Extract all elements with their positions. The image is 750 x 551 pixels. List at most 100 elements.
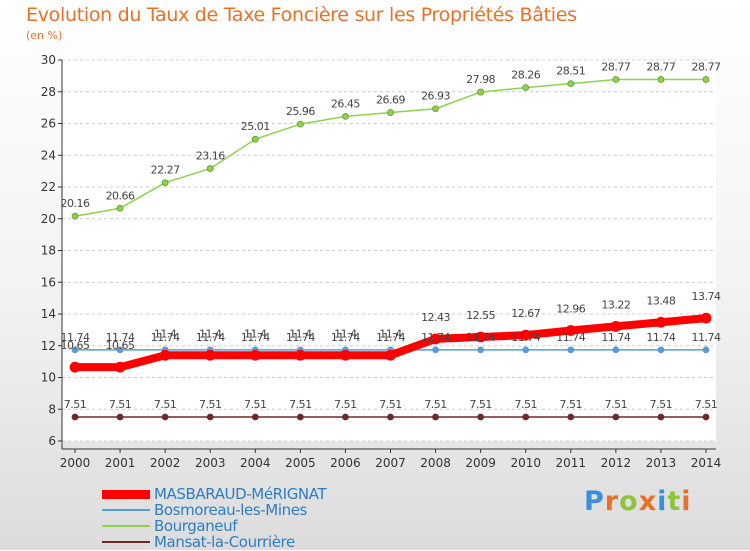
data-label: 11.4	[334, 327, 357, 340]
data-point	[432, 346, 439, 354]
y-tick-label: 14	[41, 307, 56, 321]
data-point	[565, 325, 577, 336]
data-label: 7.51	[469, 398, 492, 411]
logo-letter: P	[584, 486, 605, 517]
y-tick-label: 30	[41, 53, 56, 67]
data-label: 11.74	[646, 331, 675, 344]
data-point	[116, 204, 124, 212]
data-label: 27.98	[466, 73, 495, 86]
data-label: 11.74	[466, 331, 495, 344]
data-point	[206, 165, 214, 172]
data-point	[610, 320, 622, 332]
data-point	[520, 329, 532, 341]
data-label: 11.74	[692, 331, 721, 344]
data-label: 11.4	[289, 327, 312, 340]
data-label: 23.16	[196, 150, 225, 163]
data-point	[296, 413, 304, 421]
data-point	[567, 346, 575, 354]
logo-letter: t	[667, 486, 682, 517]
y-axis-unit-label: (en %)	[26, 29, 63, 42]
y-tick-label: 24	[41, 148, 56, 162]
data-label: 28.51	[556, 65, 585, 78]
y-tick-label: 18	[41, 244, 56, 258]
logo-letter: r	[604, 486, 620, 517]
y-tick-label: 12	[41, 339, 56, 353]
data-label: 25.01	[241, 120, 270, 133]
data-label: 25.96	[286, 105, 315, 118]
data-label: 26.93	[421, 90, 450, 103]
legend-label: Mansat-la-Courrière	[154, 533, 295, 551]
data-point	[567, 80, 575, 88]
data-point	[522, 413, 530, 421]
x-tick-label: 2000	[60, 456, 91, 470]
data-point	[477, 346, 485, 354]
data-point	[116, 413, 124, 421]
legend-swatch	[102, 525, 150, 527]
data-label: 11.74	[601, 331, 630, 344]
legend-label: Bosmoreau-les-Mines	[154, 501, 307, 519]
logo-letter: i	[681, 486, 692, 517]
data-point	[477, 413, 485, 421]
x-tick-label: 2003	[195, 456, 226, 470]
data-label: 11.4	[154, 327, 177, 340]
data-point	[702, 76, 710, 83]
data-label: 13.22	[601, 298, 630, 311]
data-point	[702, 413, 710, 421]
data-label: 13.48	[646, 294, 675, 307]
data-point	[340, 349, 351, 361]
data-point	[432, 105, 439, 113]
logo-letter: i	[657, 486, 668, 517]
data-label: 11.74	[151, 331, 180, 344]
data-label: 11.74	[106, 331, 135, 344]
data-point	[522, 84, 530, 92]
legend-swatch	[102, 489, 150, 499]
data-label: 7.51	[650, 398, 673, 411]
data-label: 11.74	[376, 331, 405, 344]
data-point	[657, 76, 665, 83]
x-tick-label: 2005	[285, 456, 316, 470]
data-label: 20.66	[106, 189, 135, 202]
data-point	[432, 413, 439, 421]
data-point	[251, 135, 259, 143]
data-label: 12.55	[466, 309, 495, 322]
data-point	[249, 349, 261, 361]
data-point	[159, 349, 171, 361]
data-label: 26.45	[331, 97, 360, 110]
data-label: 13.74	[692, 290, 721, 303]
data-label: 12.43	[421, 311, 450, 324]
data-point	[204, 349, 216, 361]
data-label: 7.51	[695, 398, 718, 411]
data-point	[700, 312, 712, 324]
data-point	[612, 413, 620, 421]
data-label: 11.74	[421, 331, 450, 344]
data-label: 11.74	[331, 331, 360, 344]
data-label: 26.69	[376, 94, 405, 107]
y-tick-label: 22	[41, 180, 56, 194]
x-tick-label: 2009	[465, 456, 496, 470]
data-label: 7.51	[289, 398, 312, 411]
data-label: 12.96	[556, 303, 585, 316]
data-label: 20.16	[61, 197, 90, 210]
data-label: 11.74	[556, 331, 585, 344]
data-label: 7.51	[334, 398, 357, 411]
x-tick-label: 2006	[330, 456, 361, 470]
data-label: 7.51	[109, 398, 132, 411]
x-tick-label: 2007	[375, 456, 406, 470]
data-label: 10.65	[106, 339, 135, 352]
data-point	[161, 413, 169, 421]
data-label: 12.67	[511, 307, 540, 320]
data-label: 11.4	[244, 327, 267, 340]
data-label: 28.77	[601, 61, 630, 74]
data-point	[251, 413, 259, 421]
y-tick-label: 26	[41, 117, 56, 131]
logo-letter: x	[638, 486, 658, 517]
data-point	[567, 413, 575, 421]
x-tick-label: 2010	[510, 456, 541, 470]
data-label: 10.65	[61, 339, 90, 352]
data-label: 11.4	[199, 327, 222, 340]
data-label: 11.74	[286, 331, 315, 344]
logo-letter: o	[619, 486, 639, 517]
data-point	[475, 331, 487, 343]
data-point	[294, 349, 306, 361]
data-point	[71, 212, 79, 220]
